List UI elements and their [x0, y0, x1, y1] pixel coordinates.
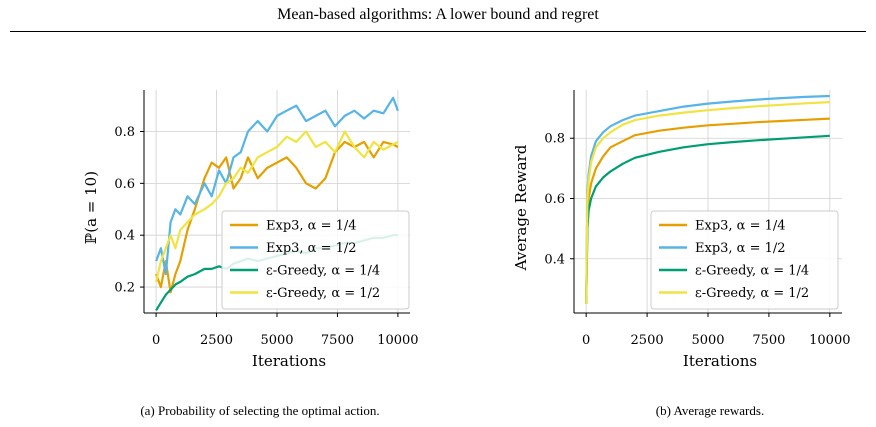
chart-a-ytick-label-3: 0.8 — [114, 125, 135, 140]
chart-b-ytick-label-1: 0.6 — [544, 192, 565, 207]
chart-a-series-line-1 — [155, 96, 399, 276]
chart-b-ytick-label-0: 0.4 — [544, 252, 565, 267]
caption-b: (b) Average rewards. — [655, 403, 765, 418]
chart-b-legend-box — [650, 210, 839, 310]
chart-a-xtick-label-2: 5000 — [260, 333, 293, 348]
chart-b-xtick-label-1: 2500 — [631, 333, 664, 348]
chart-a-xtick-label-0: 0 — [152, 333, 160, 348]
chart-b-legend-label-1: Exp3, α = 1/2 — [695, 241, 786, 256]
chart-b-xlabel: Iterations — [683, 352, 757, 370]
chart-a-xlabel: Iterations — [252, 352, 326, 370]
chart-a-ylabel: ℙ(a = 10) — [82, 171, 100, 244]
caption-a: (a) Probability of selecting the optimal… — [140, 403, 380, 418]
chart-b-xtick-label-2: 5000 — [691, 333, 724, 348]
chart-a-legend-label-0: Exp3, α = 1/4 — [266, 219, 357, 234]
chart-b-series-line-0 — [585, 117, 830, 305]
chart-b-legend-label-2: ε-Greedy, α = 1/4 — [695, 264, 809, 279]
chart-a-ytick-label-0: 0.2 — [114, 281, 135, 296]
chart-b-xtick-label-4: 10000 — [809, 333, 850, 348]
chart-b-ytick-label-2: 0.8 — [544, 132, 565, 147]
chart-a-ytick-label-1: 0.4 — [114, 229, 135, 244]
chart-a-ytick-label-2: 0.6 — [114, 177, 135, 192]
chart-b-series-line-2 — [585, 134, 830, 305]
chart-b-xtick-label-0: 0 — [582, 333, 590, 348]
chart-b-xtick-label-3: 7500 — [752, 333, 785, 348]
chart-a-legend-box — [221, 210, 410, 310]
chart-a-legend-label-3: ε-Greedy, α = 1/2 — [266, 286, 380, 301]
chart-b-ylabel: Average Reward — [512, 144, 530, 271]
chart-a-legend-label-2: ε-Greedy, α = 1/4 — [266, 264, 380, 279]
chart-a-xtick-label-4: 10000 — [377, 333, 418, 348]
chart-a-legend-label-1: Exp3, α = 1/2 — [266, 241, 357, 256]
running-header: Mean-based algorithms: A lower bound and… — [277, 6, 599, 23]
chart-a-series-line-3 — [155, 130, 399, 283]
chart-b-series-line-3 — [585, 101, 830, 305]
chart-a-xtick-label-1: 2500 — [200, 333, 233, 348]
chart-b-legend-label-0: Exp3, α = 1/4 — [695, 219, 786, 234]
header-rule — [10, 31, 866, 32]
chart-b-legend-label-3: ε-Greedy, α = 1/2 — [695, 286, 809, 301]
chart-a-xtick-label-3: 7500 — [321, 333, 354, 348]
